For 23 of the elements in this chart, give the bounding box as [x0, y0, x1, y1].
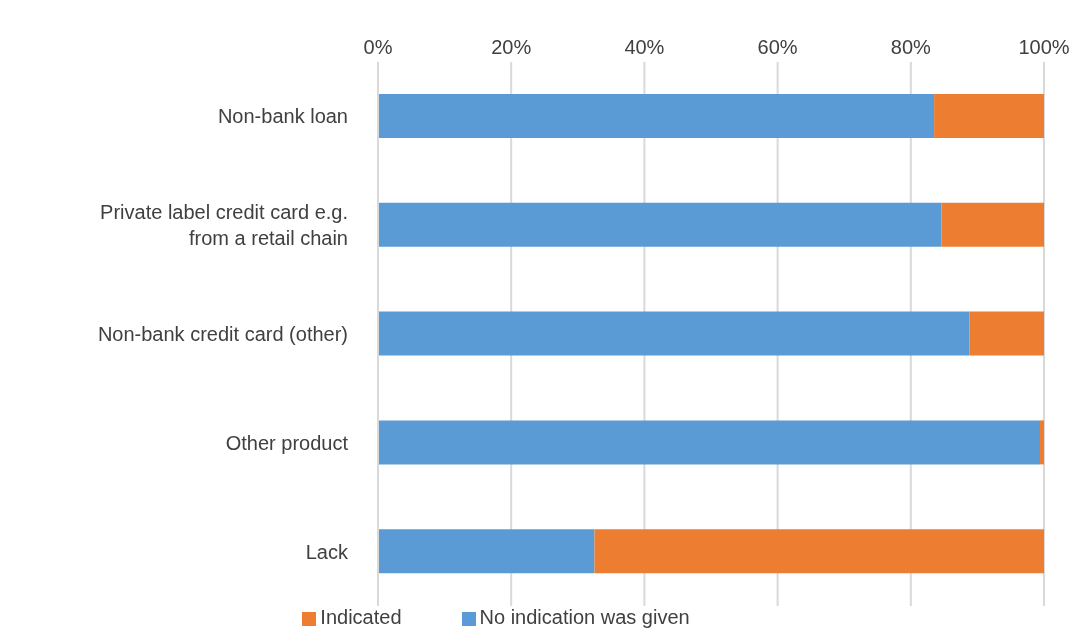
y-tick-label: Non-bank loan	[217, 105, 348, 128]
bar	[934, 94, 1044, 138]
x-tick-label: 40%	[624, 36, 665, 58]
y-tick-label: Lack	[305, 540, 349, 563]
bar	[378, 529, 595, 574]
x-tick-label: 100%	[1018, 36, 1070, 58]
bar	[1040, 420, 1044, 465]
bar	[941, 202, 1044, 247]
x-tick-label: 0%	[363, 36, 393, 58]
y-tick-label: Private label credit card e.g. from a retail chain	[100, 201, 348, 250]
legend-label: Indicated	[320, 606, 402, 628]
x-tick-label: 20%	[491, 36, 532, 58]
x-tick-label: 60%	[757, 36, 798, 58]
bar	[378, 311, 970, 356]
bar	[969, 311, 1044, 356]
bar	[378, 420, 1040, 465]
y-tick-label: Other product	[225, 431, 349, 454]
bar	[378, 94, 935, 138]
bar	[378, 202, 942, 247]
legend-label: No indication was given	[479, 606, 690, 628]
y-tick-label: Non-bank credit card (other)	[97, 323, 348, 345]
bar	[594, 529, 1044, 574]
x-tick-label: 80%	[890, 36, 932, 58]
